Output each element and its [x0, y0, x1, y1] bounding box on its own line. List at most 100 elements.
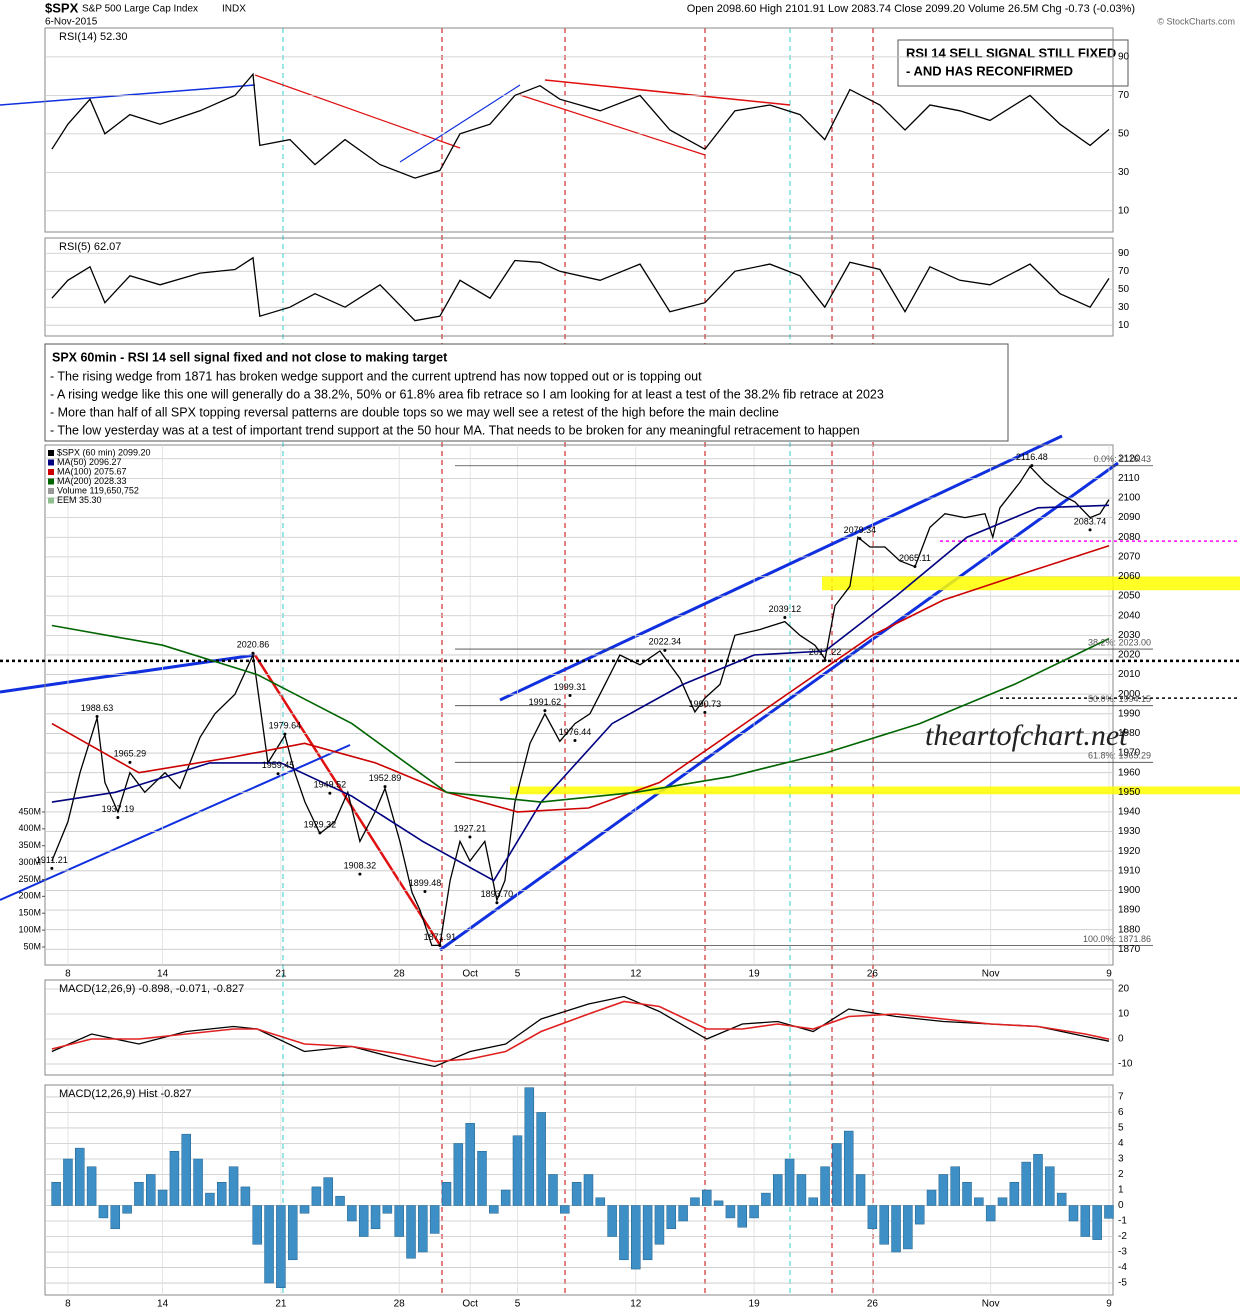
y2-tick-label: 100M — [18, 924, 41, 934]
legend-swatch — [48, 459, 54, 466]
hist-bar — [51, 1181, 61, 1206]
highlight-band — [822, 576, 1240, 591]
hist-bar — [926, 1189, 937, 1206]
y-tick-label: 2060 — [1118, 571, 1141, 582]
hist-bar — [429, 1205, 440, 1234]
x-tick-label: Oct — [462, 969, 478, 980]
y-tick-label: 2070 — [1118, 551, 1141, 562]
note: - The low yesterday was at a test of imp… — [50, 423, 860, 437]
x-tick-label: 26 — [867, 1299, 879, 1310]
price-label: 1893.70 — [481, 889, 514, 899]
hist-bar — [110, 1205, 121, 1230]
trendline — [0, 744, 351, 901]
highlight-band — [510, 786, 1240, 795]
price-point — [423, 889, 427, 893]
x-tick-label: 8 — [65, 1299, 71, 1310]
hist-bar — [453, 1143, 464, 1206]
price-label: 2116.48 — [1016, 452, 1048, 462]
price-label: 2079.34 — [844, 525, 877, 535]
price-label: 1911.21 — [36, 855, 68, 865]
y-tick-label: 1870 — [1118, 944, 1141, 955]
trendline — [544, 79, 791, 106]
panel-title: MACD(12,26,9) Hist -0.827 — [59, 1088, 192, 1100]
y-tick-label: 1990 — [1118, 708, 1141, 719]
note: - The rising wedge from 1871 has broken … — [50, 369, 702, 383]
y-tick-label: 6 — [1118, 1107, 1124, 1118]
hist-bar — [512, 1135, 523, 1206]
hist-bar — [228, 1166, 239, 1206]
hist-bar — [98, 1205, 109, 1219]
legend-swatch — [48, 497, 54, 504]
series-line — [51, 72, 1110, 179]
x-tick-label: 12 — [630, 969, 642, 980]
panel-title: RSI(5) 62.07 — [59, 241, 121, 253]
hist-bar — [1092, 1205, 1102, 1240]
hist-bar — [642, 1205, 653, 1261]
series-line — [51, 544, 1110, 813]
price-label: 1999.31 — [554, 682, 587, 692]
hist-bar — [737, 1205, 748, 1228]
price-label: 1988.63 — [81, 703, 114, 713]
price-label: 1927.21 — [454, 823, 487, 833]
symbol: $SPX — [45, 0, 79, 15]
hist-bar — [784, 1158, 795, 1206]
legend-entry: Volume 119,650,752 — [57, 485, 139, 495]
price-point — [573, 738, 577, 742]
y2-tick-label: 400M — [18, 823, 41, 833]
hist-bar — [240, 1186, 251, 1206]
x-tick-label: 14 — [157, 1299, 169, 1310]
y-tick-label: -2 — [1118, 1231, 1127, 1242]
y-tick-label: 2 — [1118, 1169, 1124, 1180]
hist-bar — [500, 1189, 511, 1206]
panel-title: MACD(12,26,9) -0.898, -0.071, -0.827 — [59, 983, 244, 995]
hist-bar — [63, 1158, 73, 1206]
signal-text: - AND HAS RECONFIRMED — [906, 63, 1073, 78]
price-point — [913, 564, 917, 568]
y-tick-label: 2030 — [1118, 630, 1141, 641]
series-line — [51, 504, 1110, 882]
price-point — [318, 831, 322, 835]
hist-bar — [808, 1197, 818, 1206]
y-tick-label: 2120 — [1118, 453, 1141, 464]
trendline — [519, 94, 706, 156]
signal-box-frame — [897, 39, 1129, 87]
price-point — [116, 815, 120, 819]
price-label: 2020.86 — [237, 640, 270, 650]
y2-tick-label: 50M — [23, 941, 41, 951]
panel-frame — [44, 979, 1114, 1076]
price-label: 1965.29 — [114, 749, 147, 759]
note: - A rising wedge like this one will gene… — [50, 387, 884, 401]
y-tick-label: 30 — [1118, 302, 1130, 313]
signal-text: RSI 14 SELL SIGNAL STILL FIXED — [906, 45, 1116, 60]
hist-bar — [879, 1205, 889, 1245]
x-tick-label: Oct — [462, 1299, 478, 1310]
y-tick-label: 1890 — [1118, 905, 1141, 916]
notes-box: SPX 60min - RSI 14 sell signal fixed and… — [44, 343, 1009, 442]
y-tick-label: -3 — [1118, 1247, 1127, 1258]
x-tick-label: Nov — [982, 1299, 1000, 1310]
hist-bar — [358, 1205, 369, 1237]
hist-bar — [761, 1192, 771, 1206]
hist-bar — [654, 1205, 665, 1245]
hist-bar — [1056, 1192, 1067, 1206]
y-tick-label: 4 — [1118, 1138, 1124, 1149]
price-label: 2065.11 — [899, 553, 931, 563]
price-label: 1976.44 — [559, 727, 592, 737]
price-label: 1959.45 — [262, 760, 295, 770]
x-tick-label: 28 — [394, 969, 406, 980]
legend-entry: $SPX (60 min) 2099.20 — [57, 447, 151, 457]
hist-bar — [607, 1205, 617, 1237]
hist-bar — [678, 1205, 688, 1222]
price-point — [251, 651, 255, 655]
hist-bar — [524, 1087, 535, 1206]
hist-bar — [974, 1197, 984, 1206]
y-tick-label: 30 — [1118, 167, 1130, 178]
y-tick-label: 10 — [1118, 320, 1130, 331]
x-tick-label: 19 — [749, 1299, 761, 1310]
panel-frame — [44, 27, 1114, 233]
price-point — [276, 772, 280, 776]
hist-bar — [985, 1205, 996, 1222]
y-tick-label: 1980 — [1118, 728, 1141, 739]
hist-bar — [962, 1181, 972, 1206]
x-tick-label: 5 — [515, 969, 521, 980]
